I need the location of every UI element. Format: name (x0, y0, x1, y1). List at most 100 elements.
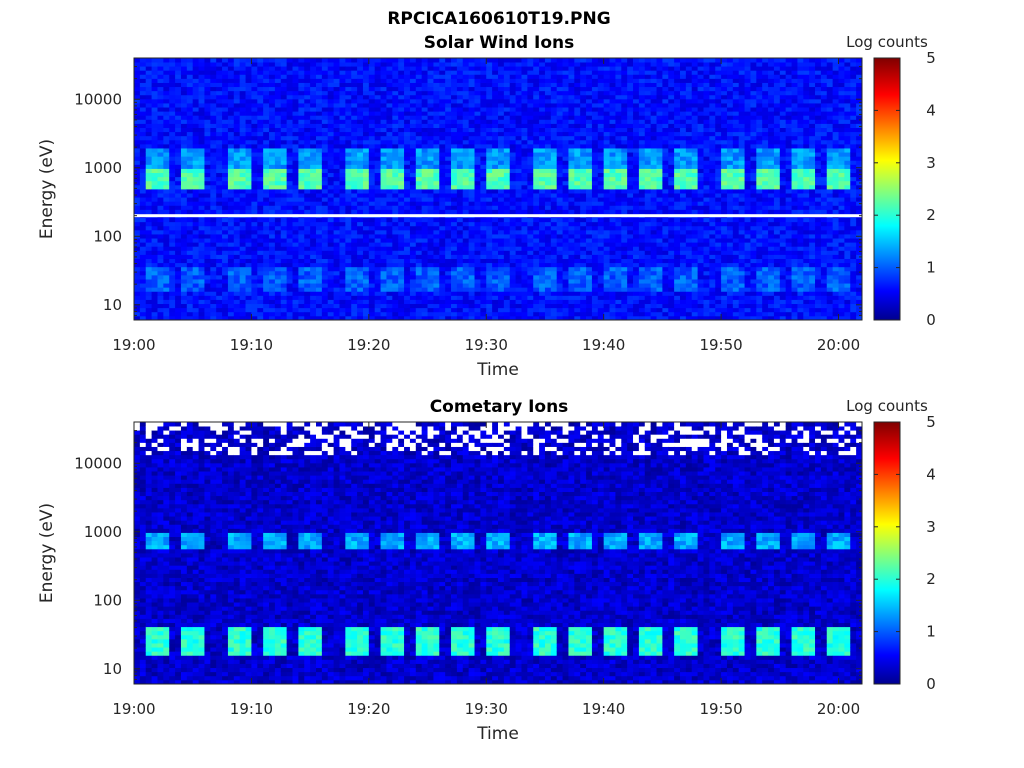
heatmap-cell (175, 270, 182, 276)
heatmap-cell (468, 262, 475, 268)
heatmap-cell (574, 250, 581, 255)
heatmap-cell (468, 234, 475, 239)
heatmap-cell (321, 258, 329, 264)
heatmap-cell (503, 287, 511, 292)
heatmap-cell (492, 295, 499, 300)
heatmap-cell (509, 234, 517, 239)
heatmap-cell (274, 119, 282, 124)
heatmap-cell (451, 311, 458, 317)
heatmap-cell (298, 184, 305, 190)
heatmap-cell (527, 299, 534, 305)
heatmap-cell (292, 62, 299, 67)
heatmap-cell (427, 315, 434, 321)
heatmap-cell (351, 184, 358, 190)
heatmap-cell (186, 148, 194, 153)
heatmap-cell (210, 229, 217, 235)
heatmap-cell (310, 258, 317, 264)
heatmap-cell (462, 86, 470, 92)
heatmap-cell (374, 103, 381, 108)
heatmap-cell (286, 274, 293, 280)
heatmap-cell (439, 193, 446, 198)
heatmap-cell (404, 62, 411, 67)
heatmap-cell (233, 180, 241, 186)
heatmap-cell (280, 184, 288, 190)
heatmap-cell (398, 98, 405, 104)
heatmap-cell (175, 279, 182, 284)
heatmap-cell (556, 234, 563, 239)
heatmap-cell (468, 270, 475, 276)
heatmap-cell (134, 311, 141, 317)
heatmap-cell (509, 238, 517, 243)
heatmap-cell (404, 135, 411, 141)
heatmap-cell (298, 180, 305, 186)
heatmap-cell (586, 70, 593, 75)
heatmap-cell (556, 250, 563, 255)
heatmap-cell (175, 291, 182, 296)
heatmap-cell (286, 246, 293, 251)
heatmap-cell (192, 274, 199, 280)
heatmap-cell (198, 274, 205, 280)
heatmap-cell (568, 103, 575, 108)
heatmap-cell (362, 90, 370, 96)
heatmap-cell (515, 303, 522, 309)
heatmap-cell (169, 234, 176, 239)
heatmap-cell (269, 90, 276, 96)
heatmap-cell (368, 250, 376, 255)
heatmap-cell (362, 225, 370, 231)
heatmap-cell (222, 160, 229, 165)
heatmap-cell (533, 152, 540, 157)
heatmap-cell (151, 287, 158, 292)
heatmap-cell (163, 266, 170, 272)
heatmap-cell (539, 115, 546, 120)
heatmap-cell (163, 205, 170, 210)
heatmap-cell (474, 164, 481, 169)
heatmap-cell (368, 279, 376, 284)
heatmap-cell (562, 189, 569, 194)
heatmap-cell (568, 246, 575, 251)
heatmap-cell (509, 197, 517, 202)
heatmap-cell (503, 221, 511, 227)
heatmap-cell (498, 156, 505, 161)
heatmap-cell (269, 287, 276, 292)
heatmap-cell (180, 103, 188, 108)
heatmap-cell (304, 209, 311, 214)
heatmap-cell (492, 164, 499, 169)
heatmap-cell (451, 94, 458, 100)
heatmap-cell (451, 74, 458, 79)
heatmap-cell (539, 315, 546, 321)
heatmap-cell (192, 307, 199, 313)
heatmap-cell (468, 123, 475, 128)
heatmap-cell (134, 152, 141, 157)
heatmap-cell (210, 111, 217, 116)
heatmap-cell (351, 176, 358, 182)
heatmap-cell (327, 299, 335, 305)
heatmap-cell (398, 299, 405, 305)
heatmap-cell (574, 58, 581, 63)
heatmap-cell (427, 189, 434, 194)
heatmap-cell (321, 299, 329, 305)
heatmap-cell (216, 266, 223, 272)
heatmap-cell (580, 258, 587, 264)
heatmap-cell (562, 98, 569, 104)
heatmap-cell (451, 143, 458, 149)
heatmap-cell (550, 58, 558, 63)
heatmap-cell (580, 295, 587, 300)
heatmap-cell (169, 295, 176, 300)
heatmap-cell (345, 94, 352, 100)
heatmap-cell (327, 229, 335, 235)
heatmap-cell (398, 131, 405, 137)
heatmap-cell (233, 311, 241, 317)
heatmap-cell (134, 274, 141, 280)
heatmap-cell (357, 66, 364, 71)
heatmap-cell (186, 62, 194, 67)
heatmap-cell (286, 180, 293, 186)
heatmap-cell (462, 254, 470, 259)
heatmap-cell (362, 246, 370, 251)
heatmap-cell (527, 246, 534, 251)
heatmap-cell (210, 291, 217, 296)
heatmap-cell (586, 217, 593, 223)
heatmap-cell (163, 107, 170, 112)
heatmap-cell (568, 127, 575, 133)
heatmap-cell (186, 160, 194, 165)
heatmap-cell (415, 295, 423, 300)
